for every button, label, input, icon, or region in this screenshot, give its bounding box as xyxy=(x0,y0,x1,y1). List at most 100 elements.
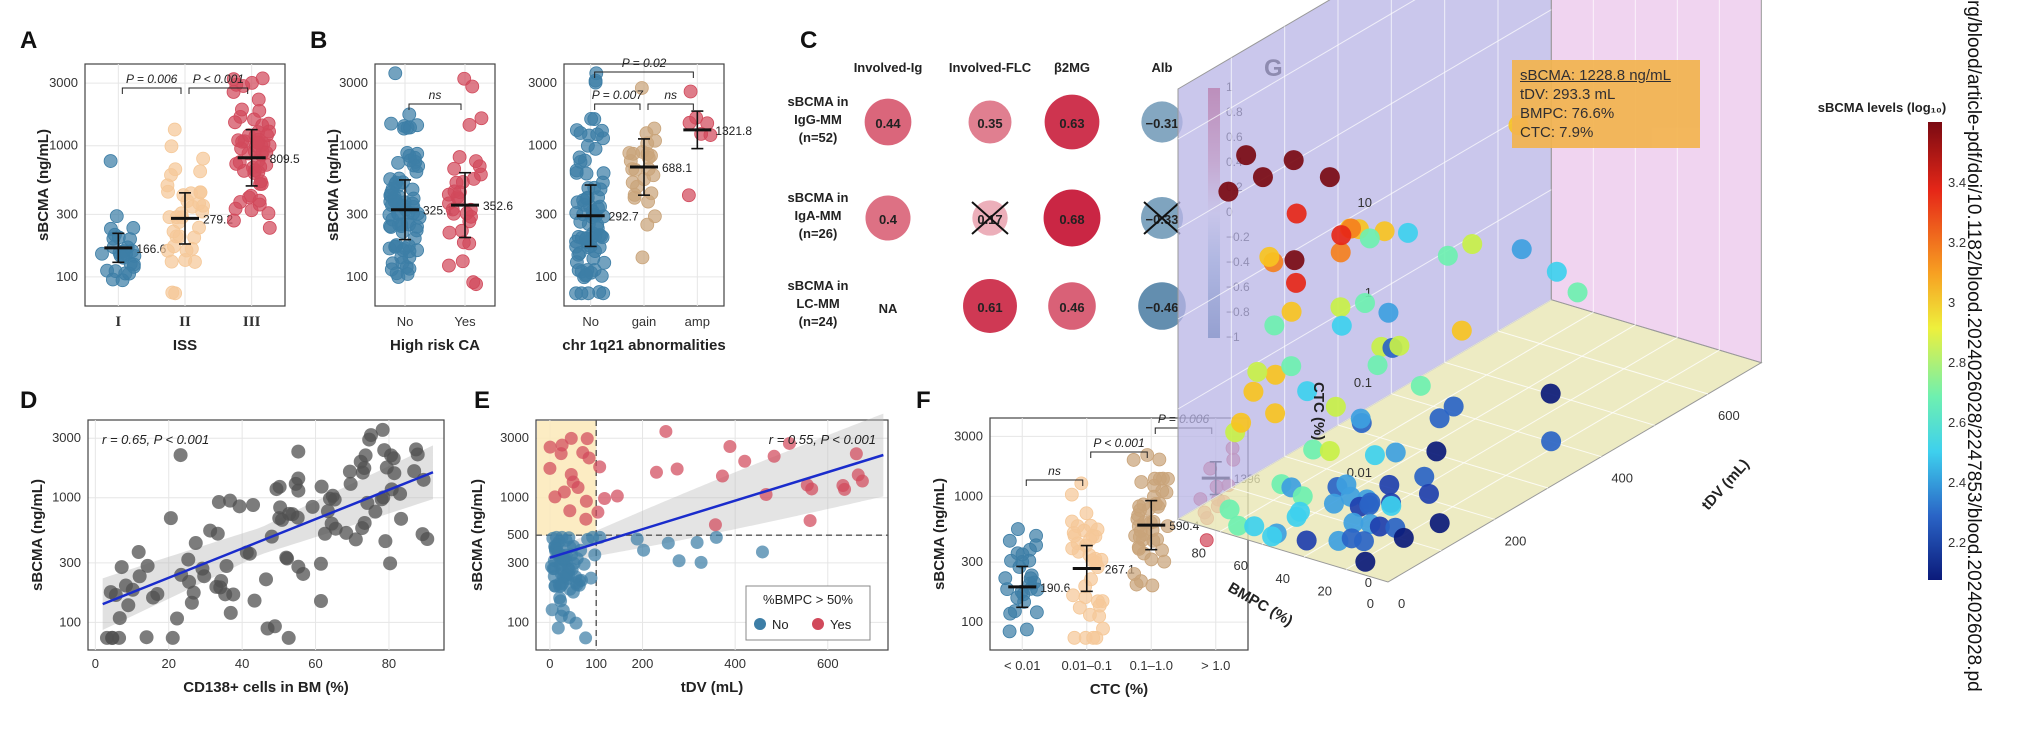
data-point-3d xyxy=(1381,495,1402,516)
data-point xyxy=(261,206,276,221)
data-point-3d xyxy=(1369,516,1390,537)
row-header: sBCMA in xyxy=(788,94,849,109)
tooltip-line: tDV: 293.3 mL xyxy=(1520,86,1616,103)
x-tick-label: 0.01–0.1 xyxy=(1061,658,1112,673)
data-point xyxy=(588,141,603,156)
data-point xyxy=(635,250,650,265)
data-point xyxy=(269,482,284,497)
column-header: Involved-FLC xyxy=(949,60,1032,75)
x-tick-label: 400 xyxy=(724,656,746,671)
data-point-3d xyxy=(1286,272,1307,293)
data-point-yes xyxy=(708,518,722,532)
column-header: β2MG xyxy=(1054,60,1090,75)
data-point xyxy=(317,526,332,541)
x-tick-label: 0.1–1.0 xyxy=(1130,658,1173,673)
data-point-yes xyxy=(738,454,752,468)
data-point xyxy=(571,247,586,262)
data-point xyxy=(313,556,328,571)
data-point-yes xyxy=(649,465,663,479)
data-point-3d xyxy=(1443,396,1464,417)
x-tick-label: 80 xyxy=(382,656,396,671)
data-point-no xyxy=(637,543,651,557)
data-point xyxy=(402,261,417,276)
significance-label: P = 0.006 xyxy=(126,72,178,86)
data-point xyxy=(285,507,300,522)
panel-letter-f: F xyxy=(916,387,931,414)
data-point xyxy=(1065,541,1080,556)
panel-letter-b: B xyxy=(310,27,327,54)
data-point xyxy=(574,286,589,301)
z-tick-label: 10 xyxy=(1358,195,1372,210)
correlation-circle xyxy=(865,195,911,241)
data-point xyxy=(592,285,607,299)
data-point xyxy=(394,511,409,526)
data-point xyxy=(342,464,357,479)
data-point xyxy=(469,154,483,169)
column-header: Alb xyxy=(1152,60,1173,75)
data-point xyxy=(251,92,266,107)
data-point xyxy=(1136,497,1151,512)
data-point-3d xyxy=(1284,250,1305,271)
data-point xyxy=(339,525,354,540)
data-point xyxy=(646,168,661,183)
data-point-no xyxy=(545,603,559,617)
data-point xyxy=(1126,453,1141,467)
x-tick-label: 400 xyxy=(1611,471,1633,486)
x-tick-label: 20 xyxy=(162,656,176,671)
colorbar-tick-label: 3 xyxy=(1948,295,1955,310)
data-point-no xyxy=(546,531,560,545)
y-tick-label: 20 xyxy=(1318,583,1332,598)
row-header: (n=52) xyxy=(799,130,838,145)
y-tick-label: 100 xyxy=(346,269,368,284)
correlation-circle xyxy=(963,279,1017,333)
data-point xyxy=(387,466,402,481)
data-point-yes xyxy=(564,431,578,445)
data-point xyxy=(1011,522,1025,536)
data-point xyxy=(112,611,127,626)
data-point xyxy=(1130,512,1145,526)
data-point-3d xyxy=(1360,492,1381,513)
watermark-text: rg/blood/article-pdf/doi/10.1182/blood.2… xyxy=(1963,0,1984,692)
x-tick-label: No xyxy=(582,314,599,329)
data-point xyxy=(131,545,146,560)
correlation-circle xyxy=(1048,282,1096,330)
y-tick-label: 100 xyxy=(507,614,529,629)
x-tick-label: 60 xyxy=(308,656,322,671)
data-point xyxy=(403,120,417,135)
regression-line xyxy=(549,453,884,559)
data-point-yes xyxy=(836,478,850,492)
data-point-3d xyxy=(1243,381,1264,402)
correlation-circle xyxy=(968,100,1012,144)
data-point xyxy=(1136,532,1150,547)
data-point xyxy=(1024,568,1039,583)
data-point-3d xyxy=(1364,445,1385,466)
data-point-no xyxy=(630,532,644,546)
x-tick-label: 0 xyxy=(1398,596,1405,611)
x-tick-label: 600 xyxy=(817,656,839,671)
y-tick-label: 3000 xyxy=(52,430,81,445)
data-point xyxy=(647,121,662,136)
data-point-3d xyxy=(1265,403,1286,424)
data-point-3d xyxy=(1323,493,1344,514)
data-point-3d xyxy=(1426,441,1447,462)
data-point xyxy=(123,232,137,246)
data-point-3d xyxy=(1343,512,1364,533)
z-tick-label: 0 xyxy=(1365,575,1372,590)
data-point xyxy=(456,235,471,250)
data-point xyxy=(384,116,399,131)
data-point-3d xyxy=(1540,383,1561,404)
tooltip-line: sBCMA: 1228.8 ng/mL xyxy=(1520,67,1671,84)
x-axis-label: ISS xyxy=(173,337,197,354)
row-header: IgG-MM xyxy=(794,112,842,127)
data-point xyxy=(114,560,129,575)
legend-title: %BMPC > 50% xyxy=(763,592,853,607)
data-point xyxy=(683,84,698,99)
data-point xyxy=(384,185,399,200)
data-point xyxy=(1096,621,1110,636)
data-point-3d xyxy=(1341,528,1362,549)
significance-bracket xyxy=(408,103,462,110)
data-point xyxy=(95,246,109,261)
tooltip-line: CTC: 7.9% xyxy=(1520,124,1594,141)
